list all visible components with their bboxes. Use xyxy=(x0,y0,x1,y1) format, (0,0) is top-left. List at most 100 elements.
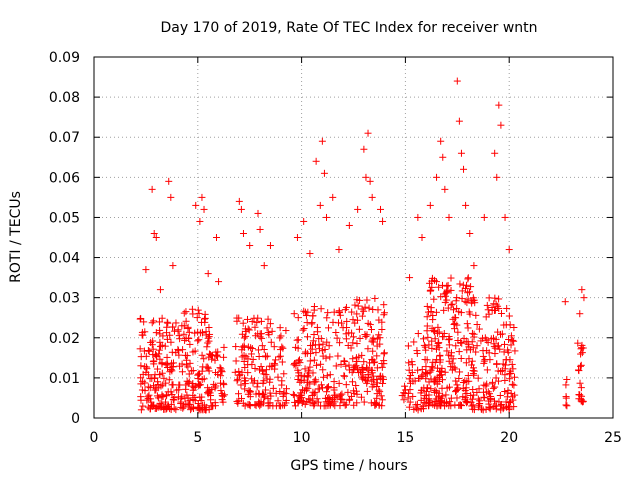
data-point xyxy=(379,375,387,383)
data-point xyxy=(168,391,176,399)
data-point xyxy=(361,376,369,384)
data-point xyxy=(319,340,327,348)
data-point xyxy=(194,380,202,388)
data-point xyxy=(146,405,154,413)
data-point xyxy=(163,353,171,361)
y-tick-label: 0.06 xyxy=(49,170,80,186)
data-point xyxy=(360,307,368,315)
data-point xyxy=(470,391,478,399)
data-point xyxy=(426,279,434,287)
data-point xyxy=(459,281,467,289)
data-point xyxy=(493,402,501,410)
data-point xyxy=(490,300,498,308)
data-point xyxy=(353,340,361,348)
data-point xyxy=(205,337,213,345)
data-point xyxy=(163,318,171,326)
data-point xyxy=(290,391,298,399)
data-point xyxy=(406,398,414,406)
data-point xyxy=(244,325,252,333)
data-point xyxy=(260,370,268,378)
data-point xyxy=(447,349,455,357)
data-point xyxy=(362,173,370,181)
data-point xyxy=(214,348,222,356)
data-point xyxy=(275,353,283,361)
data-point xyxy=(375,331,383,339)
data-point xyxy=(498,330,506,338)
data-point xyxy=(431,358,439,366)
data-point xyxy=(165,177,173,185)
data-point xyxy=(138,328,146,336)
data-point xyxy=(317,335,325,343)
data-point xyxy=(466,288,474,296)
data-point xyxy=(447,286,455,294)
data-point xyxy=(342,335,350,343)
data-point xyxy=(186,396,194,404)
data-point xyxy=(486,394,494,402)
data-point xyxy=(464,274,472,282)
data-point xyxy=(450,306,458,314)
data-point xyxy=(183,391,191,399)
data-point xyxy=(304,371,312,379)
data-point xyxy=(348,329,356,337)
data-point xyxy=(464,324,472,332)
data-point xyxy=(312,349,320,357)
data-point xyxy=(483,336,491,344)
data-point xyxy=(423,384,431,392)
data-point xyxy=(457,149,465,157)
data-point xyxy=(164,319,172,327)
data-point xyxy=(341,358,349,366)
data-point xyxy=(168,381,176,389)
data-point xyxy=(373,335,381,343)
data-point xyxy=(433,329,441,337)
data-point xyxy=(282,390,290,398)
data-point xyxy=(349,339,357,347)
data-point xyxy=(323,213,331,221)
data-point xyxy=(510,337,518,345)
data-point xyxy=(490,397,498,405)
data-point xyxy=(336,311,344,319)
data-point xyxy=(452,342,460,350)
data-point xyxy=(269,384,277,392)
data-point xyxy=(469,370,477,378)
data-point xyxy=(471,299,479,307)
data-point xyxy=(137,353,145,361)
data-point xyxy=(185,328,193,336)
data-point xyxy=(460,165,468,173)
data-point xyxy=(145,391,153,399)
data-point xyxy=(458,339,466,347)
data-point xyxy=(169,395,177,403)
data-point xyxy=(163,335,171,343)
data-point xyxy=(368,383,376,391)
data-point xyxy=(463,389,471,397)
data-point xyxy=(431,335,439,343)
data-point xyxy=(423,313,431,321)
data-point xyxy=(577,362,585,370)
data-point xyxy=(456,368,464,376)
data-point xyxy=(219,398,227,406)
data-point xyxy=(428,337,436,345)
data-point xyxy=(257,400,265,408)
data-point xyxy=(169,262,177,270)
data-point xyxy=(208,385,216,393)
data-point xyxy=(432,308,440,316)
data-point xyxy=(184,323,192,331)
data-point xyxy=(219,392,227,400)
x-tick-label: 0 xyxy=(90,430,99,446)
data-point xyxy=(312,376,320,384)
x-axis-label: GPS time / hours xyxy=(290,458,407,474)
data-point xyxy=(345,361,353,369)
data-point xyxy=(407,371,415,379)
data-point xyxy=(309,312,317,320)
data-point xyxy=(436,356,444,364)
data-point xyxy=(336,339,344,347)
data-point xyxy=(255,389,263,397)
data-point xyxy=(408,358,416,366)
data-point xyxy=(413,347,421,355)
data-point xyxy=(180,330,188,338)
data-point xyxy=(177,403,185,411)
data-point xyxy=(452,388,460,396)
data-point xyxy=(490,342,498,350)
data-point xyxy=(483,366,491,374)
data-point xyxy=(380,301,388,309)
data-point xyxy=(217,367,225,375)
